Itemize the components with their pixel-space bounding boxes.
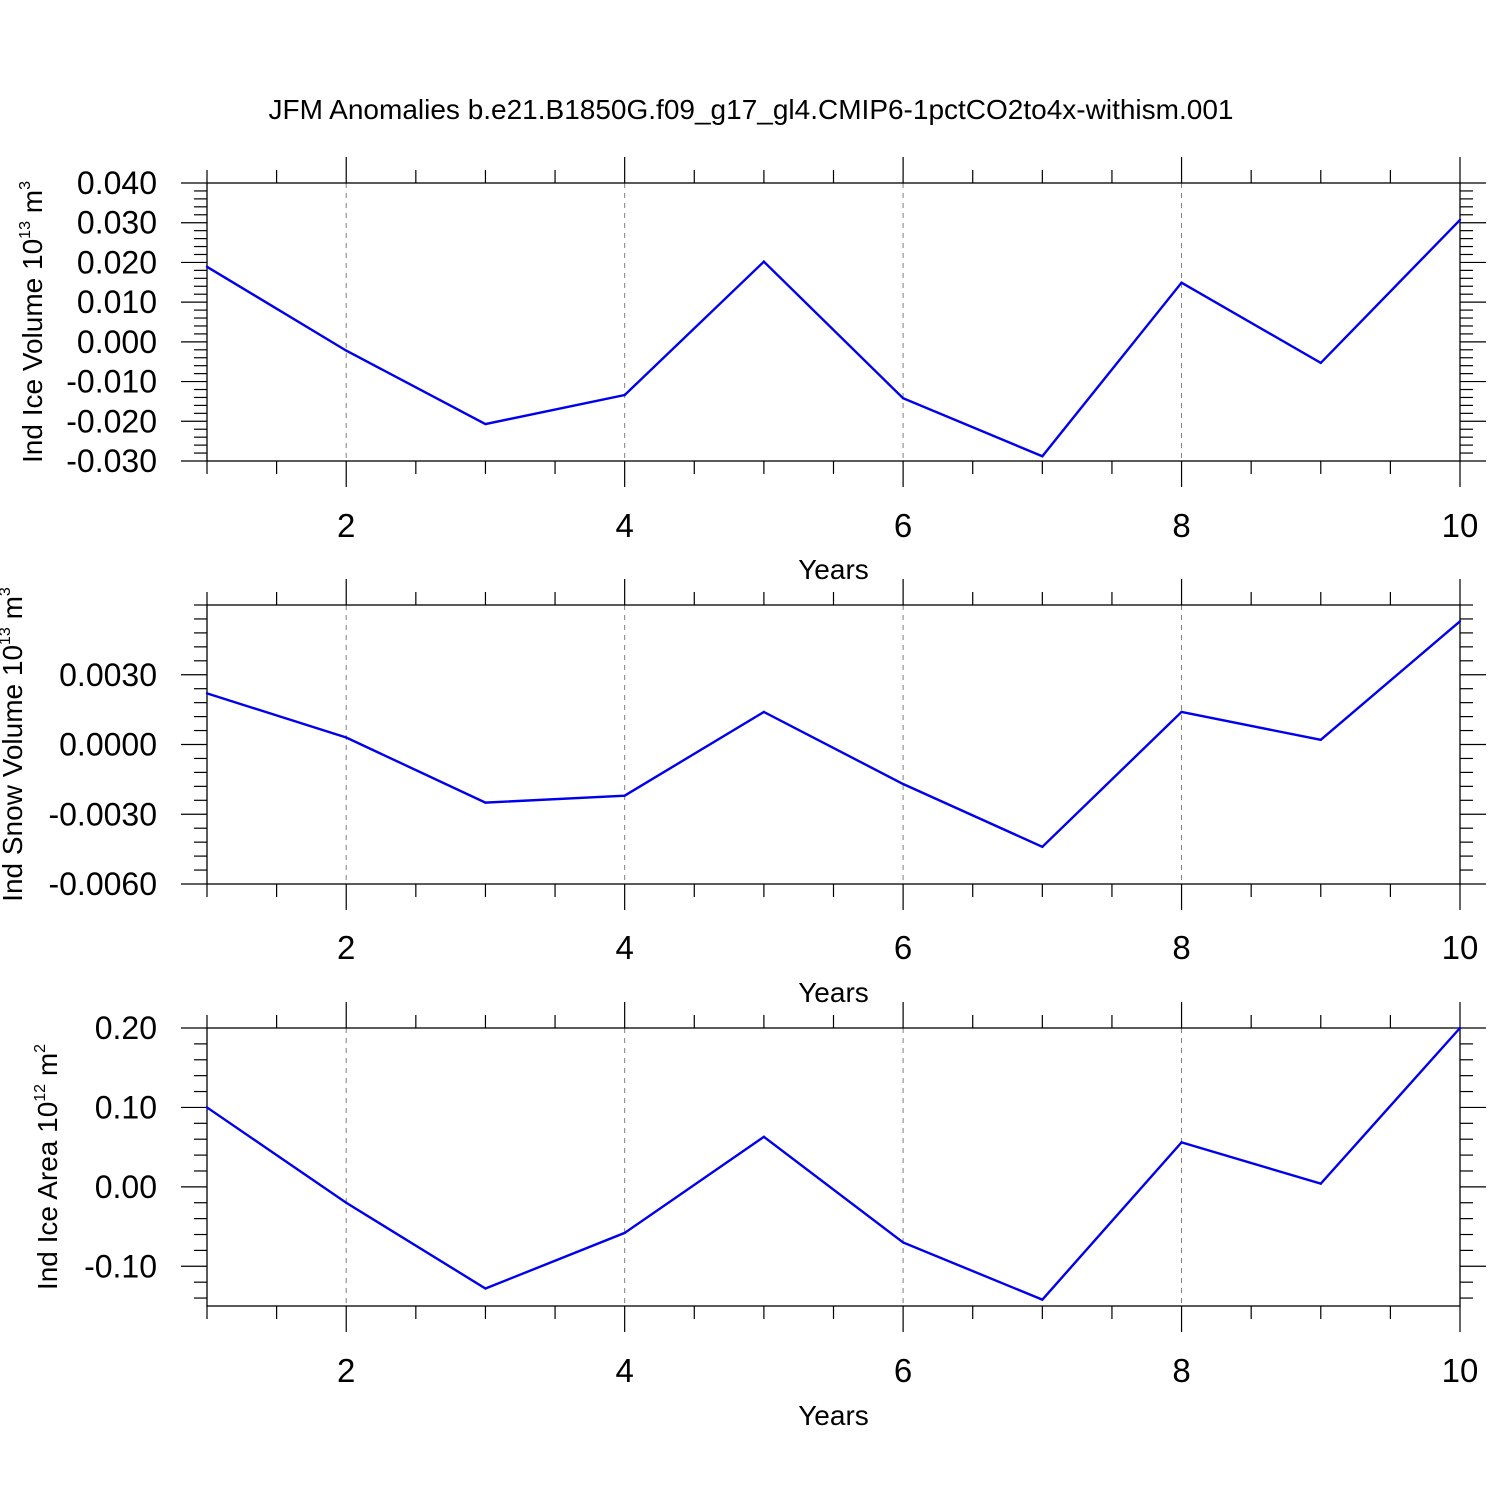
y-tick-label: 0.010	[77, 284, 157, 320]
x-tick-label: 8	[1172, 929, 1190, 966]
data-point	[205, 692, 209, 695]
data-point	[1041, 845, 1044, 848]
x-tick-label: 6	[894, 1352, 912, 1389]
x-tick-label: 6	[894, 929, 912, 966]
data-point	[623, 794, 626, 797]
data-point	[1041, 1298, 1044, 1301]
x-tick-label: 2	[337, 507, 355, 544]
x-tick-label: 8	[1172, 1352, 1190, 1389]
plot-frame	[206, 182, 1461, 462]
data-point	[205, 265, 209, 268]
data-point	[345, 1201, 348, 1204]
y-tick-label: 0.020	[77, 244, 157, 280]
data-point	[623, 1231, 626, 1235]
y-tick-label: 0.0000	[59, 727, 157, 763]
chart-panel-3: -0.10 0.00 0.10 0.20 2 4 6 8 10 Years Ind Ice Area…	[32, 1002, 1486, 1431]
data-point	[901, 1241, 905, 1244]
data-point	[623, 393, 626, 397]
data-point	[762, 710, 766, 714]
x-tick-label: 4	[615, 929, 633, 966]
y-tick-label: -0.0030	[48, 796, 157, 832]
y-tick-label: -0.010	[66, 364, 157, 400]
plot-frame	[206, 1027, 1461, 1307]
data-point	[762, 1135, 766, 1139]
x-tick-label: 10	[1442, 507, 1479, 544]
data-point	[1319, 738, 1322, 742]
data-point	[1319, 1182, 1322, 1185]
x-axis-title: Years	[798, 977, 869, 1008]
y-tick-label: -0.0060	[48, 866, 157, 902]
x-tick-label: 2	[337, 1352, 355, 1389]
plot-frame	[206, 604, 1461, 885]
data-point	[484, 801, 487, 804]
y-axis-title: Ind Ice Volume 1013 m3	[17, 181, 48, 463]
x-tick-label: 4	[615, 1352, 633, 1389]
y-tick-label: 0.030	[77, 205, 157, 241]
x-tick-label: 10	[1442, 929, 1479, 966]
data-point	[901, 397, 905, 400]
y-tick-label: -0.10	[84, 1248, 157, 1284]
series-line	[206, 620, 1461, 849]
y-tick-label: 0.0030	[59, 657, 157, 693]
data-point	[205, 1106, 209, 1109]
y-axis-title: Ind Snow Volume 1013 m3	[0, 587, 28, 902]
x-tick-label: 6	[894, 507, 912, 544]
data-point	[1180, 710, 1183, 714]
y-tick-label: 0.20	[95, 1010, 157, 1046]
data-point	[345, 349, 348, 352]
data-point	[762, 260, 766, 263]
y-tick-label: 0.040	[77, 165, 157, 201]
figure-title: JFM Anomalies b.e21.B1850G.f09_g17_gl4.C…	[269, 94, 1234, 125]
data-point	[1180, 281, 1183, 284]
data-point	[1041, 455, 1044, 458]
x-tick-label: 10	[1442, 1352, 1479, 1389]
y-tick-label: -0.030	[66, 443, 157, 479]
series-line	[206, 219, 1461, 458]
data-point	[1319, 361, 1322, 365]
chart-panel-2: -0.0060 -0.0030 0.0000 0.0030 2 4 6 8 10 Years Ind…	[0, 579, 1486, 1008]
x-axis-title: Years	[798, 554, 869, 585]
y-tick-label: -0.020	[66, 403, 157, 439]
data-point	[901, 782, 905, 786]
x-tick-label: 4	[615, 507, 633, 544]
data-point	[1458, 218, 1462, 222]
y-tick-label: 0.10	[95, 1089, 157, 1125]
x-axis-title: Years	[798, 1400, 869, 1431]
y-axis-title: Ind Ice Area 1012 m2	[32, 1044, 63, 1290]
y-tick-label: 0.000	[77, 324, 157, 360]
data-point	[345, 736, 348, 739]
series-line	[206, 1027, 1461, 1302]
data-point	[484, 1287, 487, 1290]
x-tick-label: 2	[337, 929, 355, 966]
y-tick-label: 0.00	[95, 1169, 157, 1205]
data-point	[1458, 620, 1462, 623]
data-point	[484, 422, 487, 426]
x-tick-label: 8	[1172, 507, 1190, 544]
data-point	[1180, 1141, 1183, 1144]
data-point	[1458, 1026, 1462, 1030]
